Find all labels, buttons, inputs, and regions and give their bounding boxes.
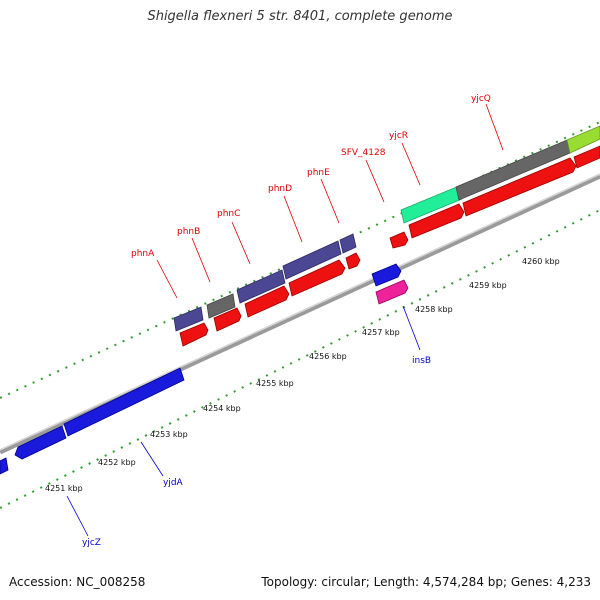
- gene-arrow-1[interactable]: [179, 322, 209, 347]
- gene-phnC-block[interactable]: [236, 269, 286, 304]
- map-title: Shigella flexneri 5 str. 8401, complete …: [147, 9, 453, 24]
- label-phnE[interactable]: phnE: [307, 168, 330, 178]
- gene-phnA-block[interactable]: [173, 306, 204, 332]
- label-phnB[interactable]: phnB: [177, 227, 200, 237]
- kbp-4253: 4253 kbp: [150, 430, 188, 439]
- kbp-4256: 4256 kbp: [309, 352, 347, 361]
- kbp-4254: 4254 kbp: [203, 404, 241, 413]
- reverse-leader-lines: [66, 305, 421, 537]
- gene-yjdA-block[interactable]: [63, 367, 185, 437]
- label-insB[interactable]: insB: [412, 356, 431, 366]
- kbp-4251: 4251 kbp: [45, 484, 83, 493]
- genome-backbone-highlight: [0, 173, 600, 451]
- label-yjdA[interactable]: yjdA: [163, 478, 184, 488]
- gene-insB-pink[interactable]: [375, 279, 409, 305]
- label-yjcZ[interactable]: yjcZ: [82, 538, 101, 548]
- kbp-4252: 4252 kbp: [98, 458, 136, 467]
- gene-phnE-block[interactable]: [339, 233, 357, 254]
- gene-arrow-2[interactable]: [213, 307, 242, 332]
- gene-phnD-block[interactable]: [282, 240, 342, 280]
- gene-arrow-4[interactable]: [288, 259, 346, 297]
- gene-arrow-8[interactable]: [462, 157, 577, 217]
- kbp-4255: 4255 kbp: [256, 379, 294, 388]
- gene-arrow-9[interactable]: [573, 145, 600, 169]
- gene-arrow-5[interactable]: [345, 252, 361, 270]
- gene-yjcQ-block[interactable]: [566, 125, 600, 154]
- genome-stats-text: Topology: circular; Length: 4,574,284 bp…: [261, 575, 591, 589]
- gene-phnB-block[interactable]: [206, 293, 236, 319]
- label-yjcR[interactable]: yjcR: [389, 131, 408, 141]
- gene-arrow-6[interactable]: [389, 231, 409, 249]
- genome-backbone: [0, 173, 600, 455]
- label-phnD[interactable]: phnD: [268, 184, 292, 194]
- lower-tick-track: [0, 209, 600, 509]
- kbp-4259: 4259 kbp: [469, 281, 507, 290]
- accession-text: Accession: NC_008258: [9, 575, 146, 589]
- label-SFV_4128[interactable]: SFV_4128: [341, 148, 386, 158]
- gene-arrow-7[interactable]: [408, 203, 465, 239]
- gene-arrow-rev-2[interactable]: [0, 457, 9, 475]
- kbp-4258: 4258 kbp: [415, 305, 453, 314]
- gene-insB-upper[interactable]: [371, 263, 402, 287]
- forward-leader-lines: [156, 103, 504, 299]
- label-phnA[interactable]: phnA: [131, 249, 155, 259]
- gene-arrow-3[interactable]: [244, 285, 290, 318]
- kbp-4257: 4257 kbp: [362, 328, 400, 337]
- kbp-4260: 4260 kbp: [522, 257, 560, 266]
- label-phnC[interactable]: phnC: [217, 209, 240, 219]
- gene-arrow-rev-1[interactable]: [14, 425, 67, 460]
- label-yjcQ[interactable]: yjcQ: [471, 94, 491, 104]
